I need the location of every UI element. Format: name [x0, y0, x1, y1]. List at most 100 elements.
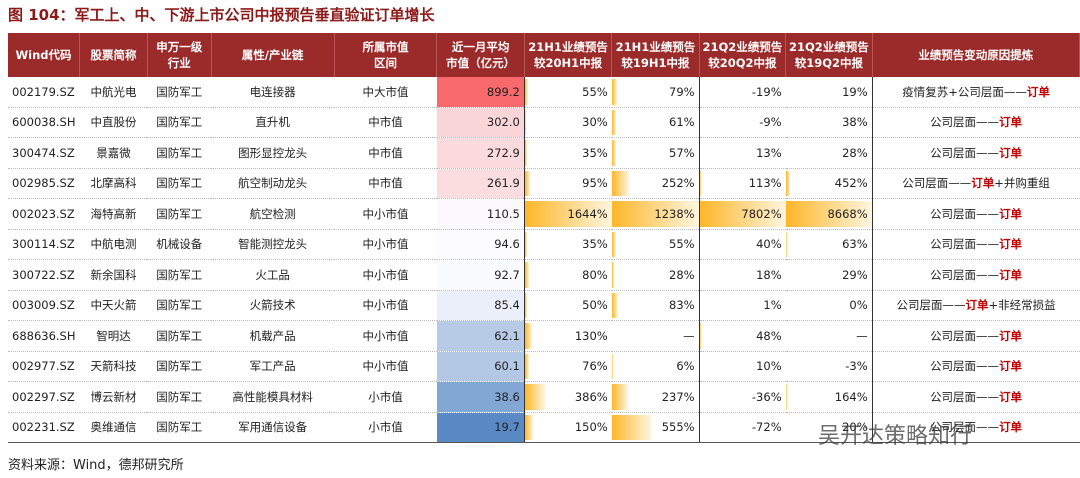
cell-text: -72% — [751, 420, 782, 435]
cell: 中小市值 — [334, 198, 437, 230]
cell-text: -3% — [845, 359, 868, 374]
cell: 中小市值 — [334, 259, 437, 291]
reason-cell: 公司层面——订单 — [872, 229, 1080, 260]
cell: 19.7 — [436, 412, 525, 443]
growth-cell: 237% — [611, 381, 700, 413]
highlight: 订单 — [999, 389, 1023, 404]
data-bar — [524, 323, 532, 349]
data-bar — [785, 170, 791, 196]
reason-cell: 公司层面——订单 — [872, 351, 1080, 382]
cell: 62.1 — [436, 320, 525, 352]
data-bar — [611, 231, 616, 257]
growth-cell: — — [785, 320, 873, 352]
growth-cell: 13% — [699, 137, 786, 169]
header-cell: 21H1业绩预告 较20H1中报 — [524, 33, 613, 77]
data-bar — [611, 201, 699, 227]
cell-text: 95% — [582, 176, 608, 191]
header-cell: 21Q2业绩预告 较20Q2中报 — [699, 33, 787, 77]
cell-text: 79% — [669, 84, 695, 99]
highlight: 订单 — [999, 420, 1023, 435]
highlight: 订单 — [999, 359, 1023, 374]
reason-text: 公司层面—— — [930, 115, 1000, 130]
reason-text: 公司层面—— — [930, 237, 1000, 252]
growth-cell: 130% — [524, 320, 612, 352]
cell: 火工品 — [211, 259, 335, 291]
cell-text: 35% — [582, 237, 608, 252]
growth-cell: 40% — [699, 229, 786, 260]
cell: 92.7 — [436, 259, 525, 291]
cell: 300114.SZ — [8, 229, 80, 260]
cell: 688636.SH — [8, 320, 80, 352]
data-bar — [611, 292, 618, 318]
cell-text: -19% — [751, 84, 782, 99]
cell-text: 386% — [574, 389, 608, 404]
row: 002179.SZ 中航光电 国防军工 电连接器 中大市值 899.2 55% 79% -19%… — [8, 77, 1080, 108]
growth-cell: 6% — [611, 351, 700, 382]
growth-cell: 386% — [524, 381, 612, 413]
cell: 军工产品 — [211, 351, 335, 382]
row: 002023.SZ 海特高新 国防军工 航空检测 中小市值 110.5 1644% 1238%… — [8, 198, 1080, 230]
cell: 图形显控龙头 — [211, 137, 335, 169]
header-cell: 21H1业绩预告 较19H1中报 — [611, 33, 700, 77]
growth-cell: 79% — [611, 77, 700, 108]
data-bar — [785, 231, 787, 257]
reason-cell: 公司层面——订单 — [872, 381, 1080, 413]
row: 003009.SZ 中天火箭 国防军工 火箭技术 中小市值 85.4 50% 83% 1% 0% 公… — [8, 290, 1080, 321]
cell-text: 1238% — [654, 206, 695, 221]
reason-cell: 公司层面——订单+并购重组 — [872, 168, 1080, 199]
reason-cell: 公司层面——订单 — [872, 412, 1080, 443]
growth-cell: 80% — [524, 259, 612, 291]
row: 300474.SZ 景嘉微 国防军工 图形显控龙头 中市值 272.9 35% 57% 13% 2… — [8, 137, 1080, 169]
row: 002977.SZ 天箭科技 国防军工 军工产品 中小市值 60.1 76% 6% 10% -3%… — [8, 351, 1080, 382]
highlight: 订单 — [971, 176, 995, 191]
cell: 中市值 — [334, 168, 437, 199]
header-cell: 属性/产业链 — [211, 33, 335, 77]
cell: 小市值 — [334, 381, 437, 413]
cell: 国防军工 — [147, 168, 212, 199]
data-bar — [524, 414, 533, 440]
cell-text: 1% — [763, 298, 782, 313]
growth-cell: 48% — [699, 320, 786, 352]
cell-text: 130% — [574, 328, 608, 343]
row: 002231.SZ 奥维通信 国防军工 军用通信设备 小市值 19.7 150% 555% -7… — [8, 412, 1080, 443]
cell-text: 555% — [661, 420, 695, 435]
growth-cell: -9% — [699, 107, 786, 138]
cell: 中小市值 — [334, 320, 437, 352]
cell: 38.6 — [436, 381, 525, 413]
cell-text: 6% — [676, 359, 695, 374]
reason-text: 公司层面—— — [902, 176, 972, 191]
header-cell: 近一月平均 市值（亿元） — [436, 33, 525, 77]
cell-text: 48% — [756, 328, 782, 343]
cell-text: 35% — [582, 145, 608, 160]
cell: 110.5 — [436, 198, 525, 230]
header-cell: 申万一级 行业 — [147, 33, 212, 77]
growth-cell: 63% — [785, 229, 873, 260]
cell: 60.1 — [436, 351, 525, 382]
data-bar — [524, 231, 527, 257]
reason-text: 公司层面—— — [930, 328, 1000, 343]
growth-cell: 8668% — [785, 198, 873, 230]
growth-cell: 452% — [785, 168, 873, 199]
cell-text: — — [683, 328, 695, 343]
header-cell: 所属市值 区间 — [334, 33, 438, 77]
cell: 国防军工 — [147, 412, 212, 443]
cell-text: 28% — [669, 267, 695, 282]
cell-text: 452% — [834, 176, 868, 191]
data-bar — [524, 140, 527, 166]
growth-cell: 150% — [524, 412, 612, 443]
reason-text: 公司层面—— — [930, 389, 1000, 404]
growth-cell: 1238% — [611, 198, 700, 230]
watermark: 吴开达策略知行 — [818, 424, 973, 449]
highlight: 订单 — [999, 145, 1023, 160]
growth-cell: 18% — [699, 259, 786, 291]
growth-cell: 7802% — [699, 198, 786, 230]
growth-cell: 164% — [785, 381, 873, 413]
data-bar — [524, 292, 528, 318]
growth-cell: -3% — [785, 351, 873, 382]
cell: 94.6 — [436, 229, 525, 260]
reason-text: 公司层面—— — [930, 206, 1000, 221]
cell-text: 40% — [756, 237, 782, 252]
cell: 博云新材 — [79, 381, 148, 413]
cell-text: 164% — [834, 389, 868, 404]
cell-text: 7802% — [741, 206, 782, 221]
